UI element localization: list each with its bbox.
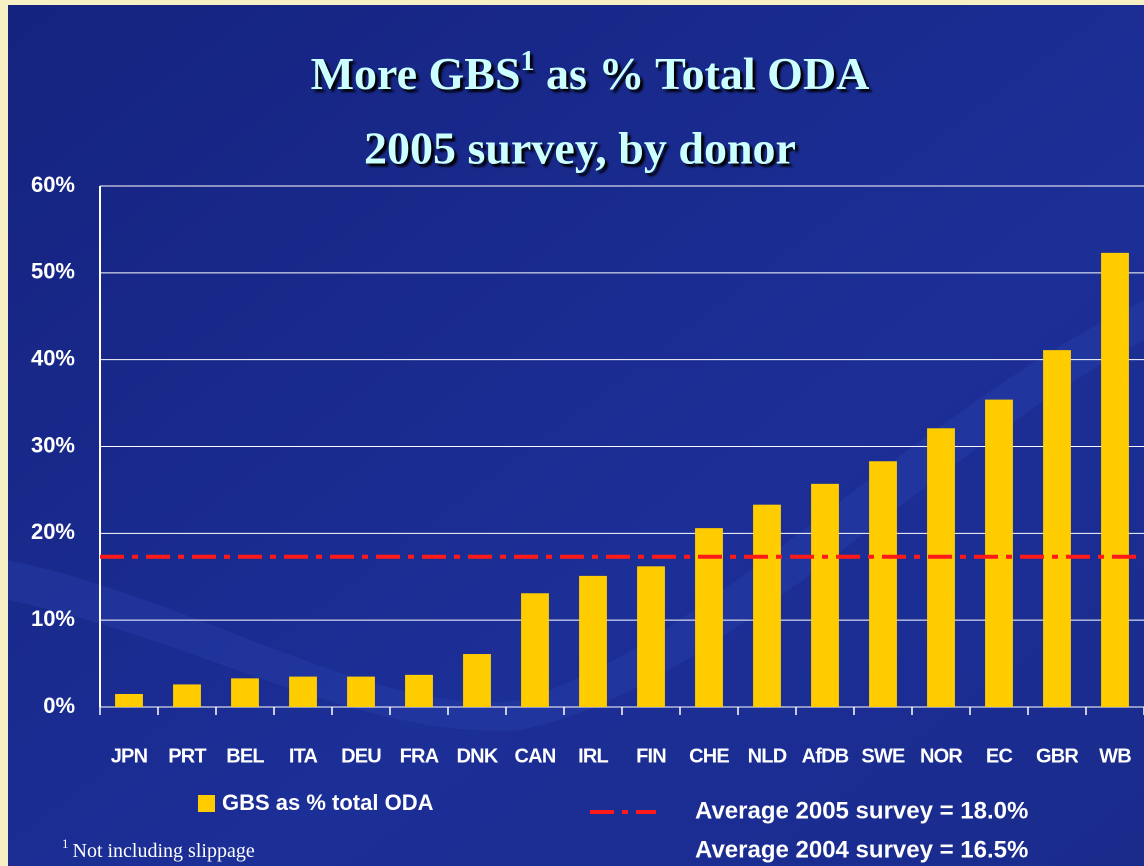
bar [521, 593, 549, 707]
footnote: 1 Not including slippage [62, 836, 255, 862]
y-tick-label: 30% [31, 432, 75, 457]
bar [637, 566, 665, 707]
bar [927, 428, 955, 707]
chart-subtitle: 2005 survey, by donor [364, 123, 796, 174]
bar [231, 678, 259, 707]
title-superscript: 1 [521, 46, 535, 77]
average-label: Average 2004 survey = 16.5% [695, 836, 1028, 863]
x-tick-label: FIN [636, 745, 666, 767]
bar [985, 399, 1013, 707]
y-tick-label: 20% [31, 519, 75, 544]
bar [1101, 252, 1129, 707]
title-text: as % Total ODA [535, 48, 870, 99]
bar [115, 693, 143, 707]
x-tick-label: BEL [226, 745, 264, 767]
x-tick-label: PRT [168, 745, 206, 767]
x-tick-label: WB [1099, 745, 1131, 767]
x-tick-label: AfDB [802, 745, 849, 767]
footnote-text: Not including slippage [73, 840, 255, 862]
y-tick-label: 0% [43, 693, 75, 718]
bar [1043, 350, 1071, 707]
bar [347, 676, 375, 707]
x-tick-label: DEU [341, 745, 381, 767]
legend-swatch [198, 795, 215, 812]
bar [811, 483, 839, 707]
x-tick-label: JPN [111, 745, 148, 767]
x-tick-label: FRA [400, 745, 439, 767]
bar [579, 575, 607, 707]
bar [463, 654, 491, 707]
x-tick-label: CHE [689, 745, 729, 767]
chart-title: More GBS1 as % Total ODA [311, 46, 870, 98]
average-label: Average 2005 survey = 18.0% [695, 797, 1028, 824]
bar [405, 674, 433, 707]
x-tick-label: DNK [457, 745, 499, 767]
y-tick-label: 50% [31, 259, 75, 284]
bar [753, 504, 781, 707]
x-tick-label: EC [986, 745, 1013, 767]
x-tick-label: NOR [920, 745, 963, 767]
title-text: More GBS [311, 48, 521, 99]
x-tick-label: NLD [748, 745, 787, 767]
y-tick-label: 60% [31, 172, 75, 197]
bar [173, 684, 201, 707]
bar [869, 461, 897, 707]
legend-label: GBS as % total ODA [222, 790, 434, 815]
y-tick-label: 10% [31, 606, 75, 631]
bar [289, 676, 317, 707]
x-tick-label: ITA [289, 745, 318, 767]
x-tick-label: IRL [578, 745, 608, 767]
footnote-marker: 1 [62, 836, 69, 851]
x-tick-label: CAN [515, 745, 556, 767]
x-tick-label: SWE [861, 745, 905, 767]
x-tick-label: GBR [1036, 745, 1079, 767]
y-tick-label: 40% [31, 345, 75, 370]
